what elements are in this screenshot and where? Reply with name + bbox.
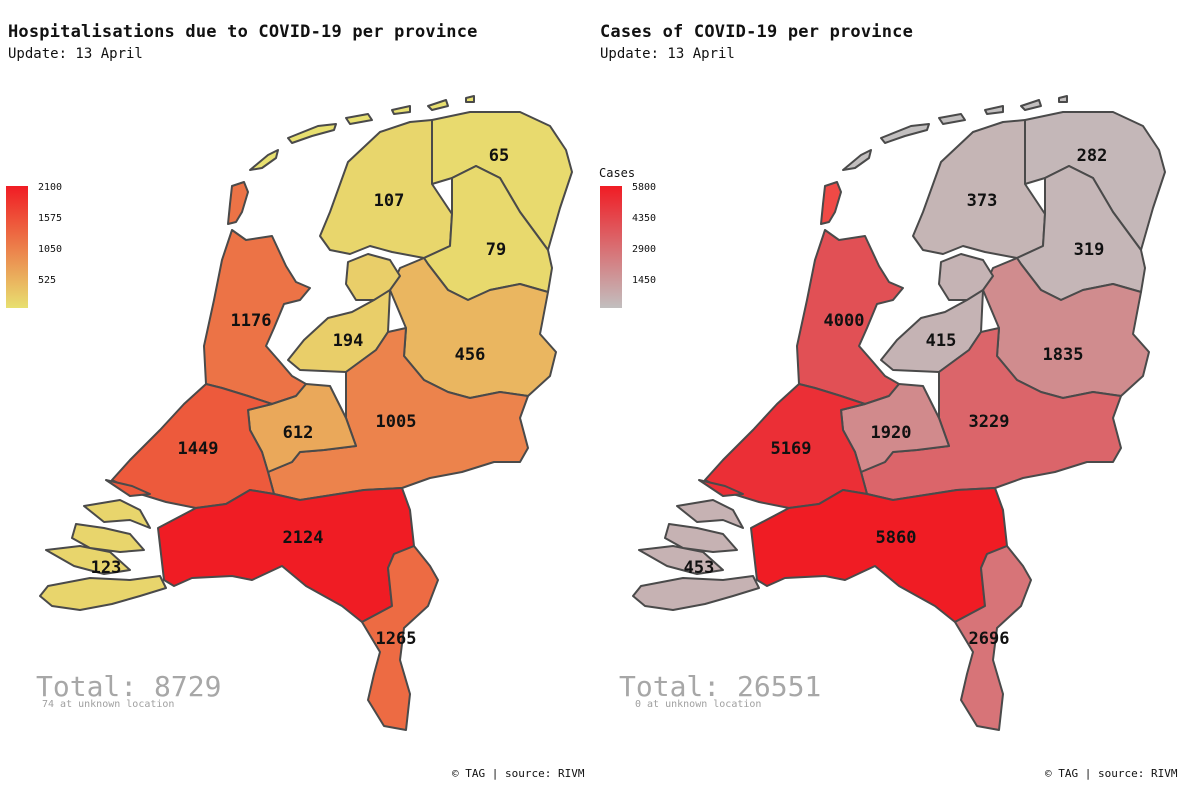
island-ameland	[345, 113, 373, 125]
island-rottumeroog	[1020, 99, 1042, 111]
value-label-flevoland: 415	[926, 331, 957, 351]
island-texel	[227, 181, 249, 225]
color-scale-bar	[6, 186, 28, 308]
island-rottumerplaat	[465, 95, 475, 103]
province-zuid-holland-delta	[105, 479, 151, 497]
value-label-utrecht: 1920	[871, 423, 912, 443]
province-map: 282 373 319 1835 415 4000 3229 1920 5169…	[632, 95, 1166, 731]
cases-panel: Cases of COVID-19 per province Update: 1…	[595, 0, 1200, 800]
value-label-drenthe: 79	[486, 240, 506, 260]
province-noord-brabant	[750, 487, 1008, 623]
value-label-zuid-holland: 1449	[178, 439, 219, 459]
total-label: Total: 26551	[619, 670, 822, 703]
value-label-gelderland: 1005	[376, 412, 417, 432]
province-limburg	[361, 545, 439, 731]
unknown-location-note: 74 at unknown location	[42, 699, 175, 710]
value-label-zeeland: 123	[91, 558, 122, 578]
province-zeeland	[39, 499, 167, 611]
island-vlieland	[842, 149, 872, 171]
source-credit: © TAG | source: RIVM	[1045, 767, 1178, 780]
island-terschelling	[287, 123, 337, 144]
province-friesland	[319, 119, 453, 259]
island-schiermonnikoog	[984, 105, 1004, 115]
legend-tick-label: 1050	[38, 244, 63, 255]
legend-tick-label: 2900	[632, 244, 657, 255]
value-label-zuid-holland: 5169	[771, 439, 812, 459]
value-label-groningen: 282	[1077, 146, 1108, 166]
province-zeeland	[632, 499, 760, 611]
color-scale-bar	[600, 186, 622, 308]
unknown-location-note: 0 at unknown location	[635, 699, 762, 710]
total-label: Total: 8729	[36, 670, 222, 703]
panel-title: Cases of COVID-19 per province	[600, 22, 914, 42]
value-label-limburg: 2696	[969, 629, 1010, 649]
value-label-friesland: 107	[374, 191, 405, 211]
value-label-noord-holland: 4000	[824, 311, 865, 331]
legend-title: Cases	[599, 166, 636, 180]
province-limburg	[954, 545, 1032, 731]
value-label-drenthe: 319	[1074, 240, 1105, 260]
legend-tick-label: 5800	[632, 182, 657, 193]
value-label-groningen: 65	[489, 146, 509, 166]
value-label-limburg: 1265	[376, 629, 417, 649]
island-schiermonnikoog	[391, 105, 411, 115]
value-label-overijssel: 1835	[1043, 345, 1084, 365]
province-friesland	[912, 119, 1046, 259]
value-label-zeeland: 453	[684, 558, 715, 578]
panel-subtitle: Update: 13 April	[600, 46, 735, 62]
legend-tick-label: 4350	[632, 213, 657, 224]
province-noord-brabant	[157, 487, 415, 623]
value-label-flevoland: 194	[333, 331, 364, 351]
panel-title: Hospitalisations due to COVID-19 per pro…	[8, 22, 478, 42]
value-label-noord-brabant: 2124	[283, 528, 324, 548]
value-label-overijssel: 456	[455, 345, 486, 365]
island-ameland	[938, 113, 966, 125]
province-noord-holland	[796, 229, 904, 405]
value-label-gelderland: 3229	[969, 412, 1010, 432]
island-terschelling	[880, 123, 930, 144]
legend-tick-label: 525	[38, 275, 57, 286]
island-rottumeroog	[427, 99, 449, 111]
panel-subtitle: Update: 13 April	[8, 46, 143, 62]
island-vlieland	[249, 149, 279, 171]
value-label-utrecht: 612	[283, 423, 314, 443]
value-label-noord-brabant: 5860	[876, 528, 917, 548]
province-noord-holland	[203, 229, 311, 405]
province-map: 65 107 79 456 194 1176 1005 612 1449 212…	[39, 95, 573, 731]
value-label-friesland: 373	[967, 191, 998, 211]
value-label-noord-holland: 1176	[231, 311, 272, 331]
source-credit: © TAG | source: RIVM	[452, 767, 585, 780]
island-texel	[820, 181, 842, 225]
legend-tick-label: 2100	[38, 182, 63, 193]
legend-tick-label: 1575	[38, 213, 63, 224]
island-rottumerplaat	[1058, 95, 1068, 103]
province-zuid-holland-delta	[698, 479, 744, 497]
legend-tick-label: 1450	[632, 275, 657, 286]
hospitalisations-panel: Hospitalisations due to COVID-19 per pro…	[0, 0, 595, 800]
